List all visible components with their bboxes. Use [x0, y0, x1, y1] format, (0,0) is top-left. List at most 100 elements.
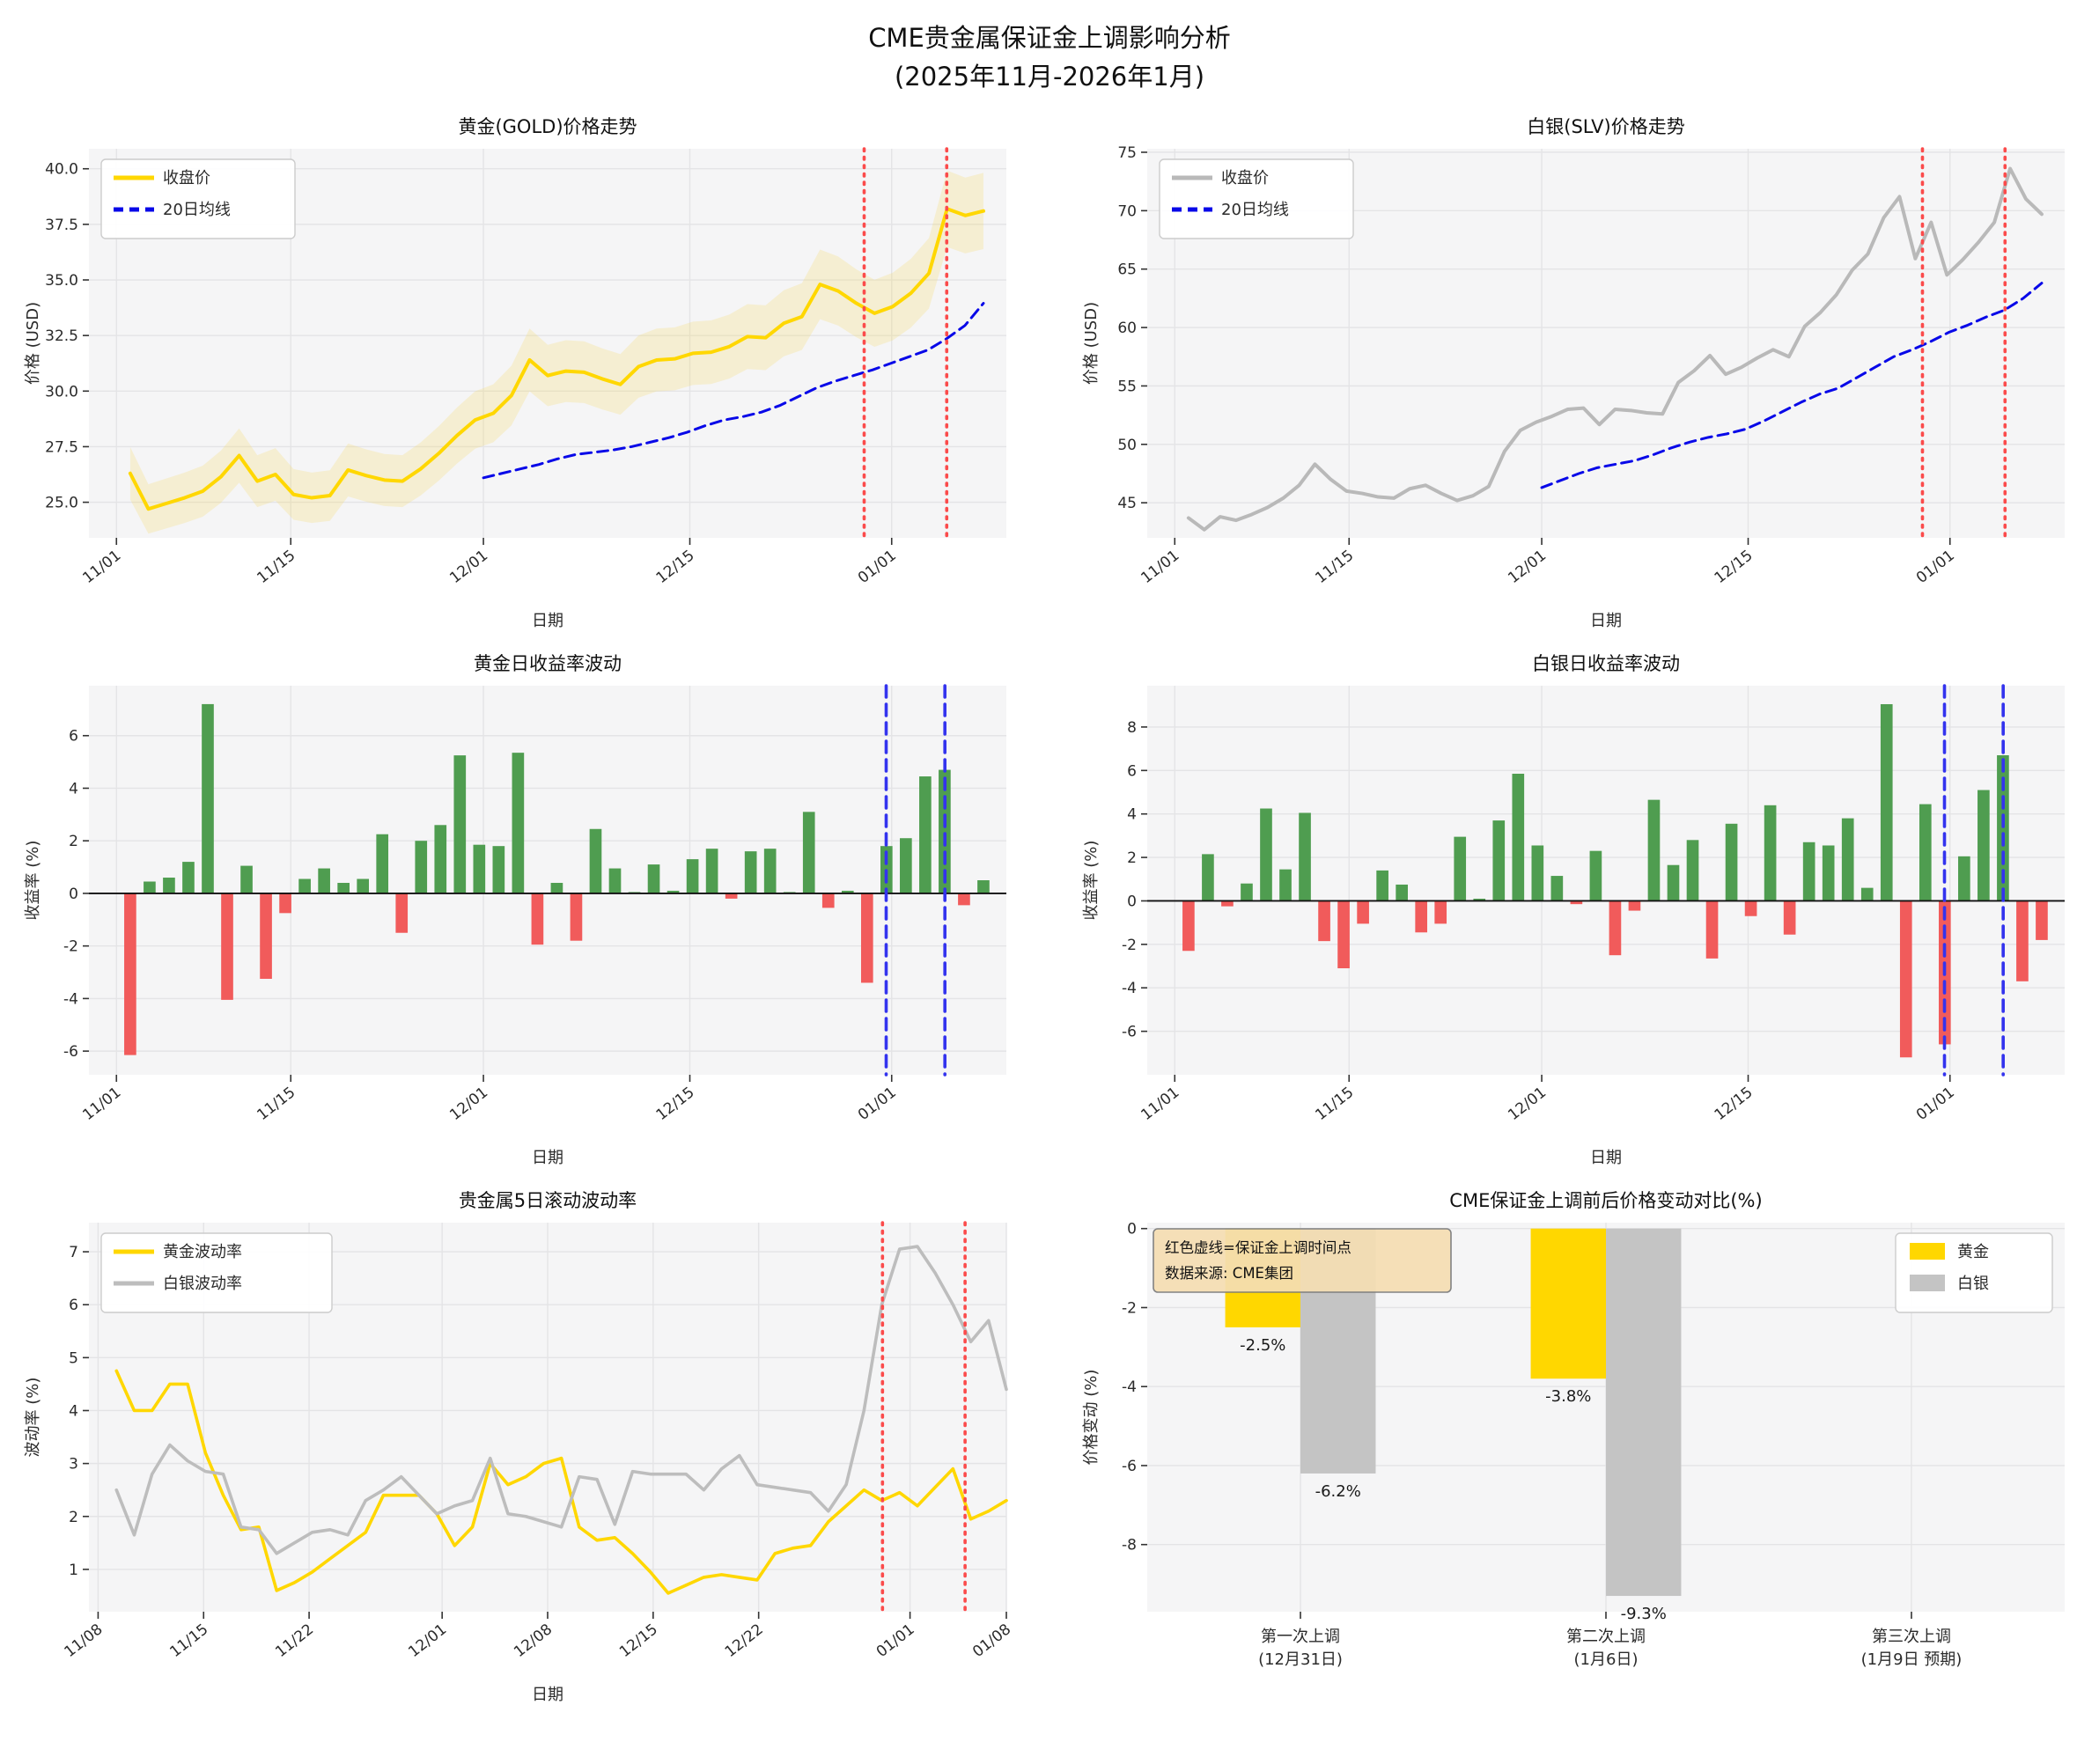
svg-text:40.0: 40.0 [45, 161, 78, 179]
bar-42 [939, 769, 951, 893]
bar-41 [1977, 790, 1990, 901]
svg-text:11/15: 11/15 [254, 547, 298, 587]
svg-text:红色虚线=保证金上调时间点: 红色虚线=保证金上调时间点 [1165, 1239, 1351, 1256]
svg-text:30.0: 30.0 [45, 383, 78, 401]
svg-text:12/01: 12/01 [1505, 1084, 1550, 1124]
gold-price-trend-title: 黄金(GOLD)价格走势 [458, 116, 637, 137]
bar-7 [1318, 900, 1330, 942]
legend-label-1: 白银波动率 [163, 1275, 242, 1293]
bar-13 [1434, 900, 1447, 924]
bar-28 [667, 890, 680, 893]
bar-label-白银-1: -9.3% [1621, 1605, 1667, 1623]
svg-text:70: 70 [1117, 202, 1137, 220]
bar-41 [919, 776, 932, 893]
bar-8 [279, 893, 291, 914]
bar-29 [1744, 900, 1757, 916]
gold-price-trend-axes: 25.0 27.5 30.0 32.5 35.0 37.5 40.0 [45, 161, 89, 512]
gold-daily-returns-bars [124, 703, 990, 1055]
svg-text:2: 2 [69, 1509, 78, 1526]
silver-daily-returns-ylabel: 收益率 (%) [1082, 841, 1101, 921]
bar-15 [1473, 898, 1486, 901]
svg-text:5: 5 [69, 1349, 78, 1367]
svg-text:45: 45 [1117, 495, 1137, 512]
svg-text:01/01: 01/01 [1913, 547, 1958, 587]
bar-38 [1919, 804, 1932, 901]
svg-text:-6: -6 [63, 1043, 78, 1061]
bar-28 [1725, 823, 1738, 901]
legend-label-0: 黄金波动率 [163, 1243, 242, 1261]
bar-18 [1531, 845, 1544, 901]
chart-silver-daily-returns: -6 -4 -2 0 2 4 6 8 白银日收益率波动 日期 收益率 (%) 11/01 11/15 12… [1077, 645, 2081, 1173]
bar-13 [376, 834, 389, 893]
figure-suptitle: CME贵金属保证金上调影响分析 (2025年11月-2026年1月) [0, 0, 2099, 96]
svg-text:01/01: 01/01 [1913, 1084, 1958, 1124]
bar-9 [298, 878, 311, 893]
bar-29 [686, 859, 699, 893]
silver-price-trend-series-1 [1540, 282, 2044, 489]
svg-text:11/01: 11/01 [79, 547, 124, 587]
bar-33 [763, 849, 777, 893]
bar-25 [1667, 864, 1680, 901]
category-label-0: 第一次上调(12月31日) [1258, 1628, 1343, 1669]
gold-price-trend-series-1 [482, 302, 985, 480]
bar-4 [202, 703, 214, 893]
bar-43 [958, 893, 970, 906]
bar-4 [1260, 808, 1272, 901]
rolling-volatility-grid [89, 1223, 1007, 1612]
svg-text:75: 75 [1117, 144, 1137, 162]
svg-text:11/08: 11/08 [62, 1621, 107, 1661]
gold-price-trend-legend: 收盘价 20日均线 [100, 158, 296, 239]
chart-silver-price-trend: 45 50 55 60 65 70 75 白银(SLV)价格走势 日期 价格 (USD) 11/01… [1077, 108, 2081, 636]
chart-gold-daily-returns: -6 -4 -2 0 2 4 6 黄金日收益率波动 日期 收益率 (%) 11/01 11/15 12/… [18, 645, 1022, 1173]
bar-27 [1705, 900, 1719, 959]
svg-text:2: 2 [69, 833, 78, 850]
rolling-volatility-xlabel: 日期 [532, 1686, 563, 1704]
svg-text:-2: -2 [1122, 937, 1137, 954]
margin-hike-comparison-title: CME保证金上调前后价格变动对比(%) [1449, 1190, 1762, 1211]
bar-12 [357, 878, 370, 893]
bar-5 [221, 893, 233, 1000]
silver-price-trend-xticks: 11/01 11/15 12/01 12/15 01/01 [1138, 538, 1958, 587]
svg-text:12/01: 12/01 [446, 1084, 491, 1124]
bar-3 [182, 862, 195, 893]
bar-20 [1570, 900, 1583, 905]
svg-text:12/15: 12/15 [1712, 1084, 1757, 1124]
svg-text:12/15: 12/15 [653, 1084, 698, 1124]
bar-白银-1 [1606, 1228, 1682, 1597]
legend-swatch-1 [1910, 1275, 1945, 1291]
legend-swatch-0 [1910, 1243, 1945, 1260]
bar-21 [1589, 850, 1602, 901]
svg-text:35.0: 35.0 [45, 272, 78, 290]
suptitle-line-1: CME贵金属保证金上调影响分析 [868, 23, 1231, 53]
svg-text:11/01: 11/01 [1138, 547, 1182, 587]
bar-label-黄金-1: -3.8% [1545, 1387, 1591, 1406]
category-label-2: 第三次上调(1月9日 预期) [1861, 1628, 1963, 1669]
silver-price-trend-ylabel: 价格 (USD) [1082, 302, 1101, 385]
bar-8 [1337, 900, 1350, 969]
legend-label-0: 黄金 [1957, 1243, 1989, 1261]
svg-text:50: 50 [1117, 437, 1137, 454]
bar-7 [260, 893, 272, 979]
bar-1 [1202, 854, 1214, 901]
gold-daily-returns-title: 黄金日收益率波动 [474, 653, 622, 674]
svg-text:11/01: 11/01 [79, 1084, 124, 1124]
svg-text:37.5: 37.5 [45, 217, 78, 234]
svg-text:-4: -4 [63, 990, 78, 1008]
rolling-volatility-ylabel: 波动率 (%) [24, 1378, 42, 1458]
bar-2 [1221, 900, 1234, 907]
bar-38 [860, 893, 873, 983]
svg-text:0: 0 [1127, 893, 1137, 910]
svg-text:12/15: 12/15 [653, 547, 698, 587]
chart-gold-price-trend: 25.0 27.5 30.0 32.5 35.0 37.5 40.0 黄金(GOLD)价格走势… [18, 108, 1022, 636]
svg-text:27.5: 27.5 [45, 438, 78, 456]
silver-price-trend-xlabel: 日期 [1590, 612, 1622, 630]
svg-text:25.0: 25.0 [45, 495, 78, 512]
bar-3 [1241, 883, 1253, 901]
svg-text:数据来源: CME集团: 数据来源: CME集团 [1165, 1265, 1293, 1282]
silver-price-trend-title: 白银(SLV)价格走势 [1527, 116, 1684, 137]
bar-15 [415, 841, 428, 893]
svg-text:0: 0 [1127, 1221, 1137, 1238]
bar-9 [1357, 900, 1369, 924]
